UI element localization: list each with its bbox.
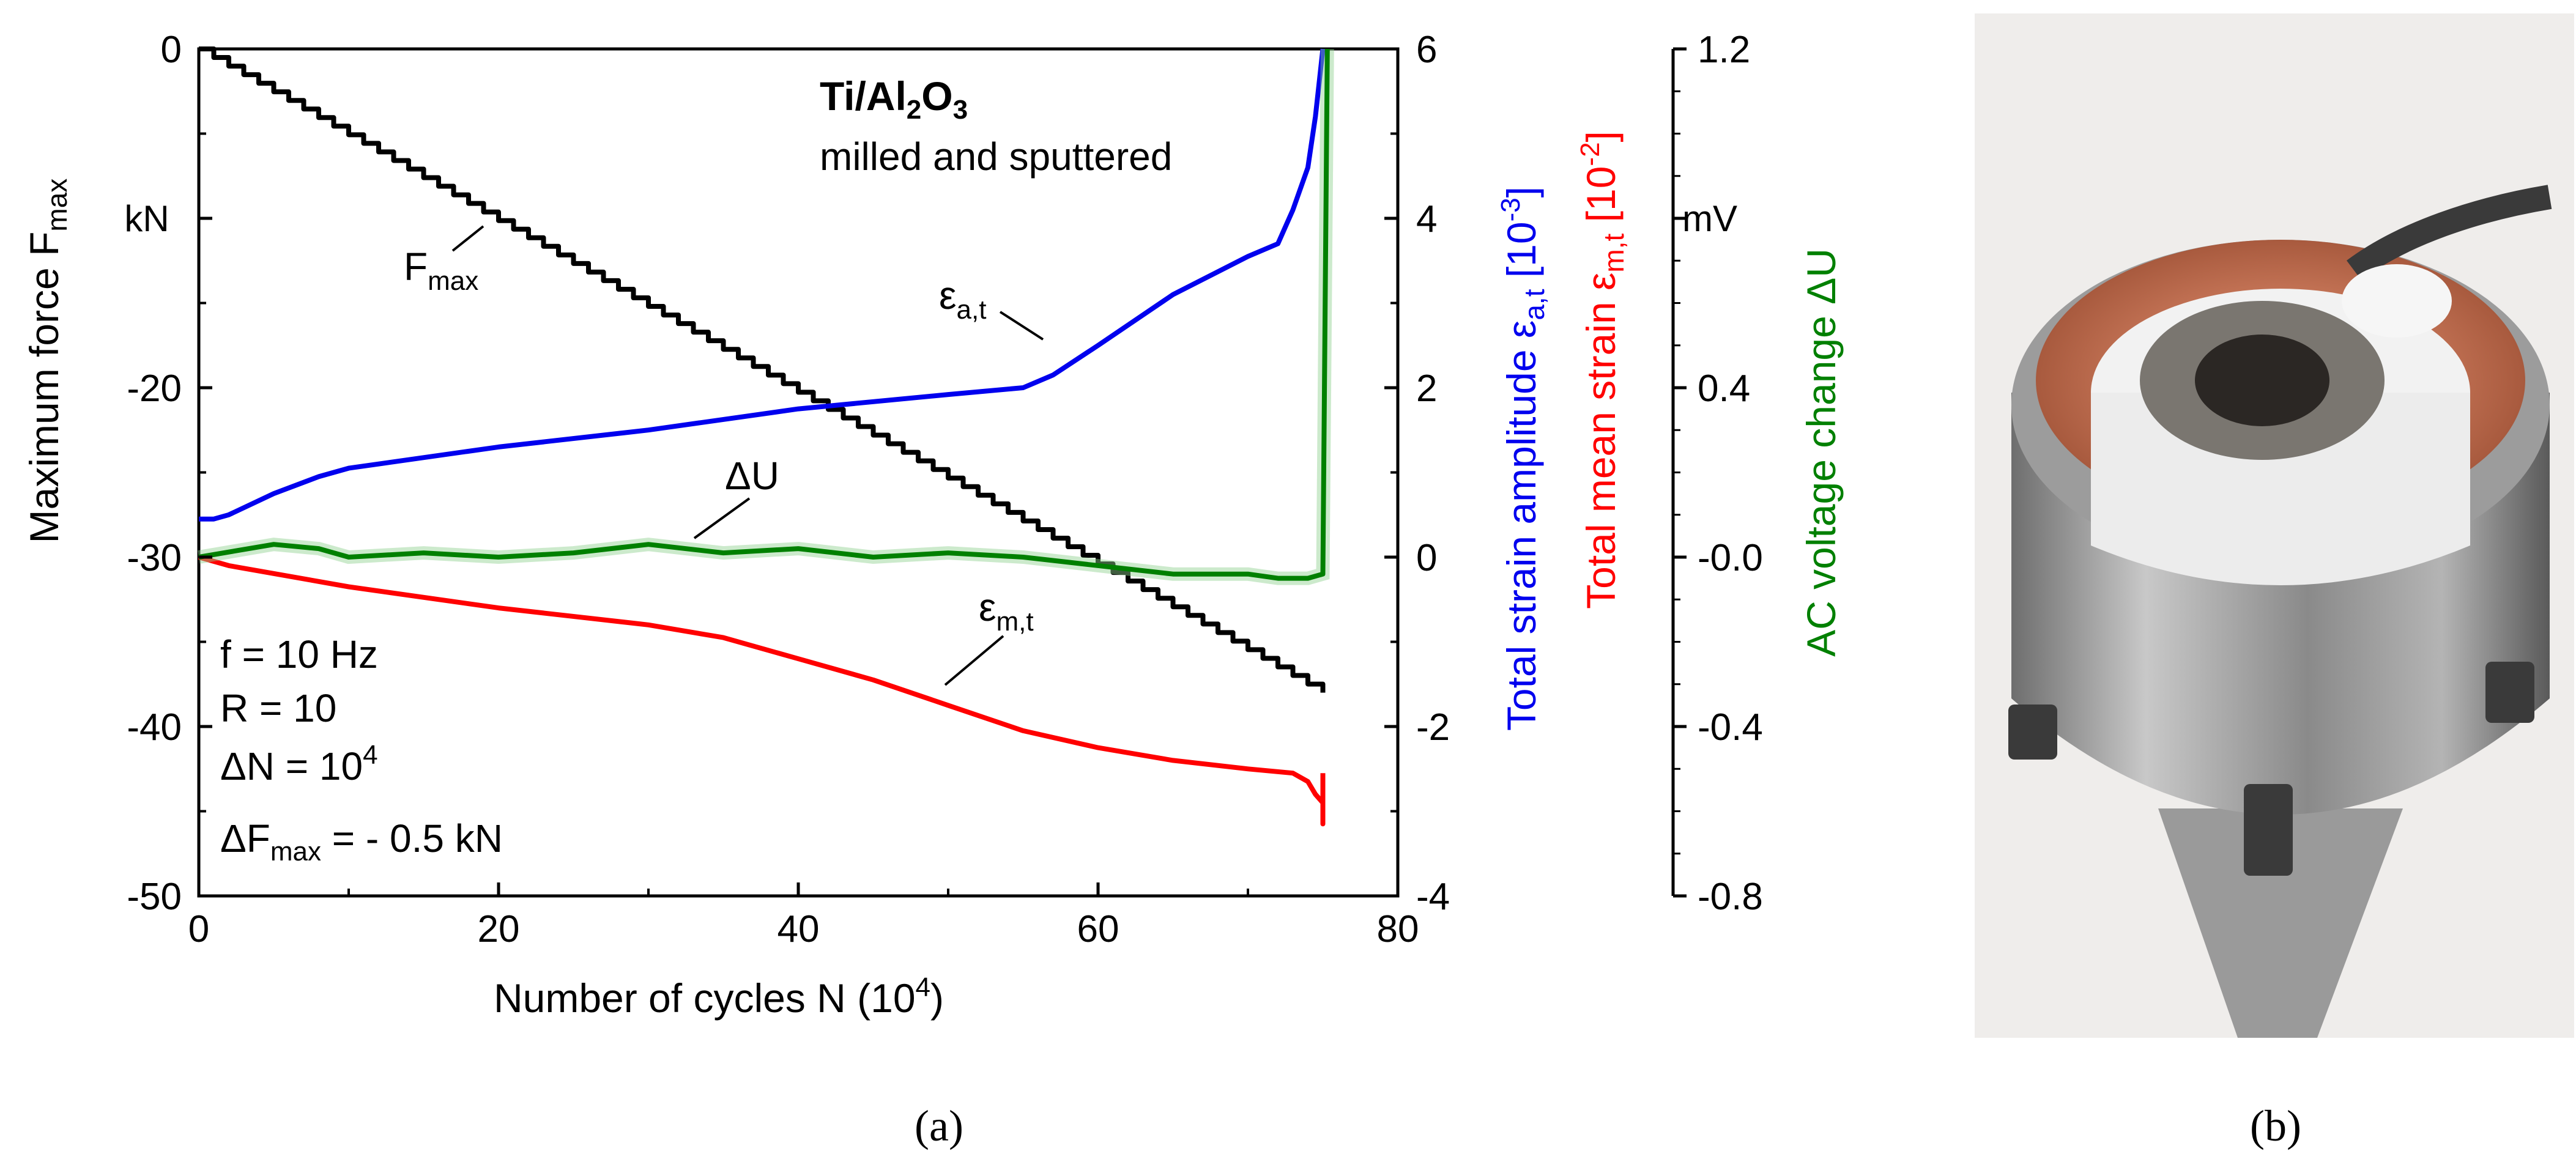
series-line-epsilon-m-t xyxy=(198,555,1326,827)
right1-tick-label: -2 xyxy=(1416,706,1450,749)
right2-tick-label: -0.8 xyxy=(1698,876,1763,918)
x-tick-label: 0 xyxy=(188,908,209,950)
right-axis-label-mean-strain: Total mean strain εm,t [10-2] xyxy=(1575,131,1630,609)
annotation-epsilon-m: εm,t xyxy=(979,585,1034,637)
series-delta-u-noise-band xyxy=(198,48,1334,585)
left-tick-label: -20 xyxy=(127,368,182,410)
right2-tick-label: -0.0 xyxy=(1698,537,1763,579)
left-axis-unit: kN xyxy=(124,198,169,239)
glue-blob xyxy=(2342,264,2452,338)
sample-bore xyxy=(2195,335,2329,426)
panel-label-b: (b) xyxy=(2250,1101,2301,1150)
annotation-delta-u: ΔU xyxy=(725,454,779,498)
right2-tick-label: 0.4 xyxy=(1698,368,1750,410)
param-delta-n: ΔN = 104 xyxy=(220,740,378,788)
specimen-cone-tip xyxy=(2158,808,2403,1038)
lead-wires xyxy=(2347,185,2552,281)
param-r-ratio: R = 10 xyxy=(220,686,336,730)
right1-tick-label: 4 xyxy=(1416,198,1437,240)
series-layer xyxy=(198,46,1334,827)
series-line-F-max xyxy=(199,46,1326,693)
right2-tick-label: 1.2 xyxy=(1698,29,1750,71)
series-line-epsilon-a-t xyxy=(199,48,1326,522)
left-tick-label: 0 xyxy=(161,29,182,71)
right2-axis-label: AC voltage change ΔU xyxy=(1798,248,1844,657)
left-axis-label: Maximum force Fmax xyxy=(21,179,73,544)
right2-axis-unit: mV xyxy=(1682,198,1737,239)
right2-tick-label: -0.4 xyxy=(1698,706,1763,749)
param-delta-fmax: ΔFmax = - 0.5 kN xyxy=(220,816,503,867)
annotation-epsilon-a: εa,t xyxy=(939,273,986,325)
x-tick-label: 60 xyxy=(1077,908,1119,950)
right-axis-label-strain-amplitude: Total strain amplitude εa,t [10-3] xyxy=(1496,187,1550,731)
right1-tick-label: 2 xyxy=(1416,368,1437,410)
param-frequency: f = 10 Hz xyxy=(220,632,378,676)
annotation-epsilon-a-leader xyxy=(999,311,1044,341)
annotation-fmax: Fmax xyxy=(404,245,478,296)
right1-tick-label: -4 xyxy=(1416,876,1450,918)
left-tick-label: -30 xyxy=(127,537,182,579)
x-tick-label: 40 xyxy=(778,908,820,950)
right1-tick-label: 0 xyxy=(1416,537,1437,579)
right1-tick-label: 6 xyxy=(1416,29,1437,71)
x-axis-label: Number of cycles N (104) xyxy=(494,972,944,1021)
series-line-delta-U xyxy=(198,48,1330,581)
left-tick-label: -40 xyxy=(127,706,182,749)
chart-title: Ti/Al2O3 xyxy=(820,73,968,125)
annotation-delta-u-leader xyxy=(693,497,751,539)
annotation-fmax-leader xyxy=(451,225,484,252)
plot-area-border xyxy=(197,47,1400,898)
panel-label-a: (a) xyxy=(915,1101,963,1150)
x-tick-label: 20 xyxy=(478,908,520,950)
x-tick-label: 80 xyxy=(1377,908,1419,950)
ticks-layer: 0 20 40 60 800-20-30-40-506420-2-41.20.4-0.0… xyxy=(127,29,1762,950)
left-tick-label: -50 xyxy=(127,876,182,918)
annotation-epsilon-m-leader xyxy=(944,635,1004,686)
screw-icon xyxy=(2008,662,2534,876)
specimen-photo xyxy=(1975,13,2574,1038)
chart-subtitle: milled and sputtered xyxy=(820,135,1172,179)
